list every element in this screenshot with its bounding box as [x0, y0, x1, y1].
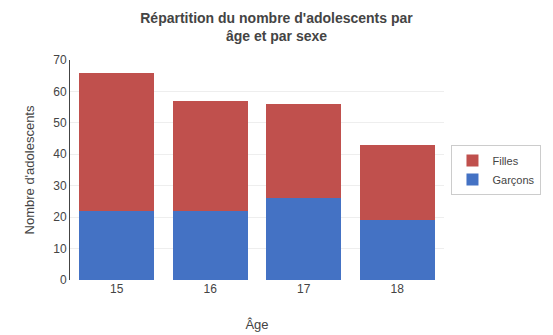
svg-text:17: 17	[297, 282, 311, 296]
svg-text:Garçons: Garçons	[492, 174, 534, 186]
svg-text:Âge: Âge	[245, 317, 268, 332]
svg-text:Nombre d'adolescents: Nombre d'adolescents	[22, 105, 37, 234]
svg-text:15: 15	[110, 282, 124, 296]
svg-text:70: 70	[53, 53, 67, 67]
svg-text:Filles: Filles	[492, 155, 518, 167]
svg-text:18: 18	[391, 282, 405, 296]
svg-text:40: 40	[53, 147, 67, 161]
svg-text:16: 16	[204, 282, 218, 296]
svg-text:20: 20	[53, 210, 67, 224]
svg-text:50: 50	[53, 116, 67, 130]
svg-text:0: 0	[60, 273, 67, 287]
svg-text:60: 60	[53, 85, 67, 99]
svg-text:Répartition du nombre d'adoles: Répartition du nombre d'adolescents parâ…	[140, 10, 413, 44]
svg-text:30: 30	[53, 179, 67, 193]
svg-text:10: 10	[53, 242, 67, 256]
